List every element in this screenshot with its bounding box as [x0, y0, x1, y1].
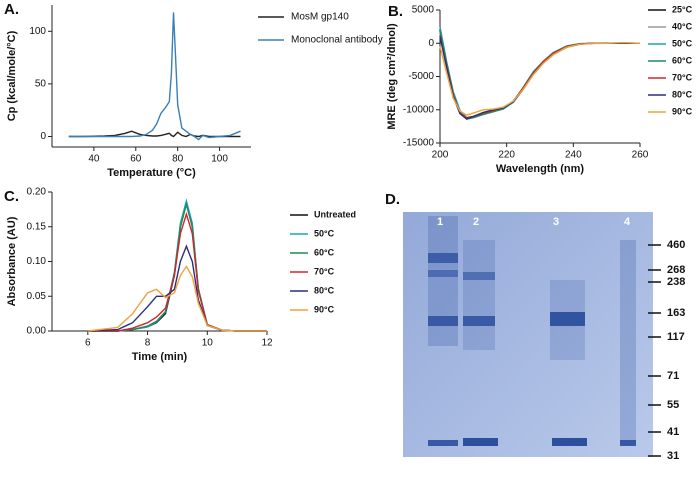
- y-axis-title: Cp (kcal/mole/°C): [6, 30, 18, 121]
- lane-label: 4: [624, 216, 631, 228]
- y-tick-label: -15000: [403, 138, 435, 149]
- marker-label: 41: [667, 426, 679, 438]
- x-tick-label: 6: [85, 338, 91, 349]
- series-line: [439, 36, 640, 120]
- legend-label: 70°C: [314, 266, 335, 276]
- gel-bands: [428, 216, 636, 446]
- legend-label: 50°C: [314, 228, 335, 238]
- y-tick-label: -5000: [408, 71, 434, 82]
- x-tick-label: 12: [261, 338, 273, 349]
- x-tick-label: 8: [145, 338, 151, 349]
- legend-label: 90°C: [672, 106, 693, 116]
- x-tick-label: 10: [202, 338, 214, 349]
- x-tick-label: 100: [211, 154, 228, 165]
- x-tick-label: 200: [432, 150, 449, 161]
- marker-label: 117: [667, 331, 685, 343]
- marker-label: 163: [667, 307, 685, 319]
- legend-label: 70°C: [672, 72, 693, 82]
- gel: [403, 212, 653, 457]
- series-line: [68, 130, 241, 138]
- panel-label: A.: [4, 1, 19, 18]
- x-tick-label: 60: [130, 154, 142, 165]
- legend-label: 25°C: [672, 4, 693, 14]
- x-tick-label: 80: [172, 154, 184, 165]
- y-tick-label: 0.05: [27, 291, 47, 302]
- legend-label: 80°C: [672, 89, 693, 99]
- panel-label: D.: [385, 191, 400, 208]
- y-tick-label: 50: [35, 79, 47, 90]
- panel-label: C.: [4, 188, 19, 205]
- legend-label: 90°C: [314, 304, 335, 314]
- x-tick-label: 240: [565, 150, 582, 161]
- marker-label: 71: [667, 370, 679, 382]
- y-tick-label: 0.15: [27, 221, 47, 232]
- series-line: [439, 41, 641, 116]
- y-axis-title: Absorbance (AU): [6, 216, 18, 306]
- x-tick-label: 260: [632, 150, 649, 161]
- y-tick-label: 100: [29, 26, 46, 37]
- marker-label: 31: [667, 450, 679, 462]
- series-line: [87, 202, 267, 332]
- y-tick-label: 0.20: [27, 187, 47, 198]
- series-line: [68, 12, 241, 141]
- x-tick-label: 220: [498, 150, 515, 161]
- legend-label: 60°C: [672, 55, 693, 65]
- y-tick-label: 0: [40, 131, 46, 142]
- legend-label: 80°C: [314, 285, 335, 295]
- x-axis-title: Wavelength (nm): [496, 163, 585, 175]
- series-line: [87, 265, 267, 332]
- x-tick-label: 40: [88, 154, 100, 165]
- lane-label: 2: [473, 216, 479, 228]
- legend-label: MosM gp140: [291, 12, 349, 23]
- x-axis-title: Time (min): [132, 351, 188, 363]
- legend-label: 60°C: [314, 247, 335, 257]
- lane-label: 3: [553, 216, 559, 228]
- legend-label: Untreated: [314, 209, 356, 219]
- legend-label: 50°C: [672, 38, 693, 48]
- panel-label: B.: [388, 3, 403, 20]
- y-axis-title: MRE (deg cm²/dmol): [386, 23, 398, 130]
- series-line: [439, 26, 640, 120]
- gel-panel: [403, 212, 653, 457]
- y-tick-label: 5000: [412, 5, 435, 16]
- series-line: [87, 198, 267, 332]
- y-tick-label: 0: [428, 38, 434, 49]
- legend-label: Monoclonal antibody: [291, 35, 383, 46]
- y-tick-label: 0.00: [27, 326, 47, 337]
- marker-label: 238: [667, 276, 685, 288]
- marker-label: 268: [667, 264, 685, 276]
- legend-label: 40°C: [672, 21, 693, 31]
- x-axis-title: Temperature (°C): [107, 167, 196, 179]
- y-tick-label: -10000: [403, 104, 435, 115]
- series-line: [439, 35, 640, 120]
- y-tick-label: 0.10: [27, 256, 47, 267]
- marker-label: 55: [667, 399, 679, 411]
- marker-label: 460: [667, 239, 685, 251]
- series-line: [439, 33, 640, 120]
- series-line: [439, 31, 640, 120]
- lane-label: 1: [437, 216, 443, 228]
- series-line: [87, 201, 267, 332]
